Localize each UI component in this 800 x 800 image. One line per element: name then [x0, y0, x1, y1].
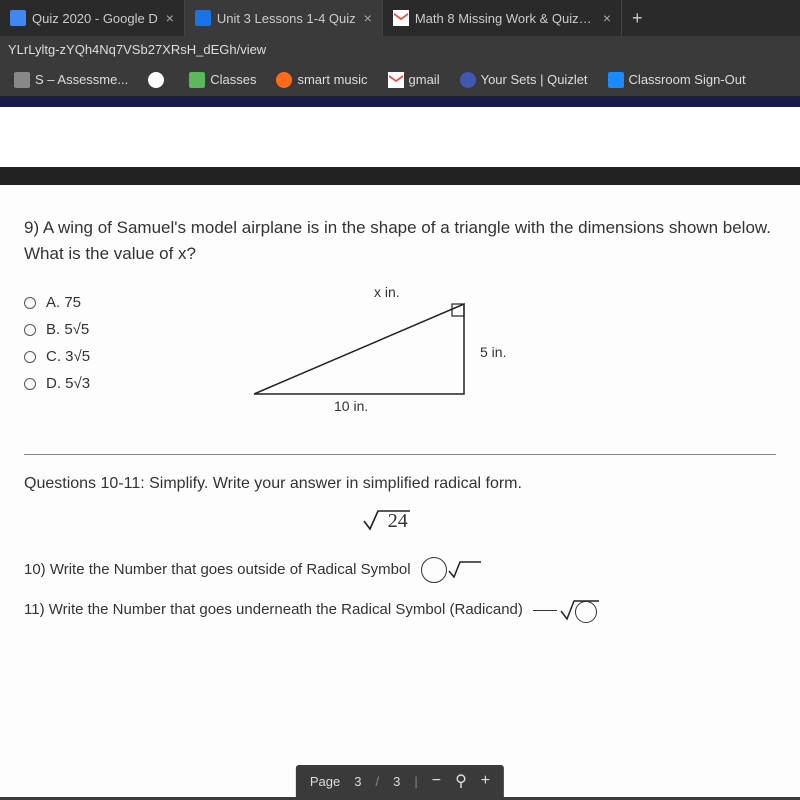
list-icon: [608, 72, 624, 88]
bookmark-smartmusic[interactable]: smart music: [268, 68, 375, 92]
music-icon: [276, 72, 292, 88]
zoom-icon[interactable]: ⚲: [455, 771, 467, 791]
content-area: 9) A wing of Samuel's model airplane is …: [0, 97, 800, 797]
bookmark-blank[interactable]: [140, 68, 177, 92]
zoom-in-button[interactable]: +: [481, 772, 490, 790]
choice-c[interactable]: C. 3√5: [24, 348, 184, 365]
label-5: 5 in.: [480, 344, 506, 360]
blank-circle-icon[interactable]: [421, 557, 447, 583]
choice-label: C. 3√5: [46, 348, 90, 365]
label-x: x in.: [374, 284, 400, 300]
choice-b[interactable]: B. 5√5: [24, 321, 184, 338]
bookmark-icon: [14, 72, 30, 88]
question-10-text: 10) Write the Number that goes outside o…: [24, 561, 411, 578]
tab-math8[interactable]: Math 8 Missing Work & Quiz - br ×: [383, 0, 622, 36]
zoom-out-button[interactable]: −: [432, 772, 441, 790]
gmail-icon: [393, 10, 409, 26]
blank-circle-icon[interactable]: [575, 601, 597, 623]
radio-icon[interactable]: [24, 351, 36, 363]
close-icon[interactable]: ×: [364, 10, 372, 26]
browser-chrome: Quiz 2020 - Google D × Unit 3 Lessons 1-…: [0, 0, 800, 97]
tab-title: Unit 3 Lessons 1-4 Quiz: [217, 11, 356, 26]
bookmark-label: Classroom Sign-Out: [629, 72, 746, 87]
bookmark-gmail[interactable]: gmail: [380, 68, 448, 92]
page-separator: /: [375, 774, 379, 789]
choice-d[interactable]: D. 5√3: [24, 375, 184, 392]
doc-icon: [10, 10, 26, 26]
radio-icon[interactable]: [24, 324, 36, 336]
tab-quiz2020[interactable]: Quiz 2020 - Google D ×: [0, 0, 185, 36]
choices-list: A. 75 B. 5√5 C. 3√5 D. 5√3: [24, 284, 184, 424]
radio-icon[interactable]: [24, 297, 36, 309]
header-strip: [0, 97, 800, 107]
question-10: 10) Write the Number that goes outside o…: [24, 557, 776, 583]
page-current: 3: [354, 774, 361, 789]
circle-icon: [148, 72, 164, 88]
bookmark-label: smart music: [297, 72, 367, 87]
triangle-shape: [254, 304, 464, 394]
question-9-text: 9) A wing of Samuel's model airplane is …: [24, 215, 776, 266]
quizlet-icon: [460, 72, 476, 88]
bookmark-label: S – Assessme...: [35, 72, 128, 87]
bookmark-label: Classes: [210, 72, 256, 87]
question-11: 11) Write the Number that goes underneat…: [24, 597, 776, 623]
page-divider: [0, 167, 800, 185]
new-tab-button[interactable]: +: [622, 8, 653, 29]
page-toolbar: Page 3 / 3 | − ⚲ +: [296, 765, 504, 797]
document-page: 9) A wing of Samuel's model airplane is …: [0, 185, 800, 797]
bookmarks-bar: S – Assessme... Classes smart music gmai…: [0, 63, 800, 97]
bookmark-quizlet[interactable]: Your Sets | Quizlet: [452, 68, 596, 92]
page-total: 3: [393, 774, 400, 789]
choice-label: A. 75: [46, 294, 81, 311]
bookmark-classes[interactable]: Classes: [181, 68, 264, 92]
page-label: Page: [310, 774, 340, 789]
triangle-diagram: x in. 5 in. 10 in.: [224, 284, 524, 424]
tab-title: Math 8 Missing Work & Quiz - br: [415, 11, 595, 26]
divider: [24, 454, 776, 455]
tab-title: Quiz 2020 - Google D: [32, 11, 158, 26]
close-icon[interactable]: ×: [603, 10, 611, 26]
question-9-body: A. 75 B. 5√5 C. 3√5 D. 5√3: [24, 284, 776, 424]
url-bar[interactable]: YLrLyltg-zYQh4Nq7VSb27XRsH_dEGh/view: [0, 36, 800, 63]
bookmark-label: gmail: [409, 72, 440, 87]
page-gap: [0, 107, 800, 167]
tab-unit3[interactable]: Unit 3 Lessons 1-4 Quiz ×: [185, 0, 383, 36]
bookmark-classroom-signout[interactable]: Classroom Sign-Out: [600, 68, 754, 92]
questions-10-11-instructions: Questions 10-11: Simplify. Write your an…: [24, 475, 776, 493]
choice-label: D. 5√3: [46, 375, 90, 392]
close-icon[interactable]: ×: [166, 10, 174, 26]
choice-a[interactable]: A. 75: [24, 294, 184, 311]
label-10: 10 in.: [334, 398, 368, 414]
choice-label: B. 5√5: [46, 321, 89, 338]
blank-under-radical[interactable]: [533, 597, 621, 623]
bookmark-assessme[interactable]: S – Assessme...: [6, 68, 136, 92]
class-icon: [189, 72, 205, 88]
radical-expression: 24: [24, 507, 776, 533]
doc-icon: [195, 10, 211, 26]
blank-outside-radical[interactable]: [421, 557, 481, 583]
radicand-value: 24: [388, 510, 408, 532]
tabs-bar: Quiz 2020 - Google D × Unit 3 Lessons 1-…: [0, 0, 800, 36]
gmail-icon: [388, 72, 404, 88]
bookmark-label: Your Sets | Quizlet: [481, 72, 588, 87]
question-11-text: 11) Write the Number that goes underneat…: [24, 601, 523, 618]
radio-icon[interactable]: [24, 378, 36, 390]
